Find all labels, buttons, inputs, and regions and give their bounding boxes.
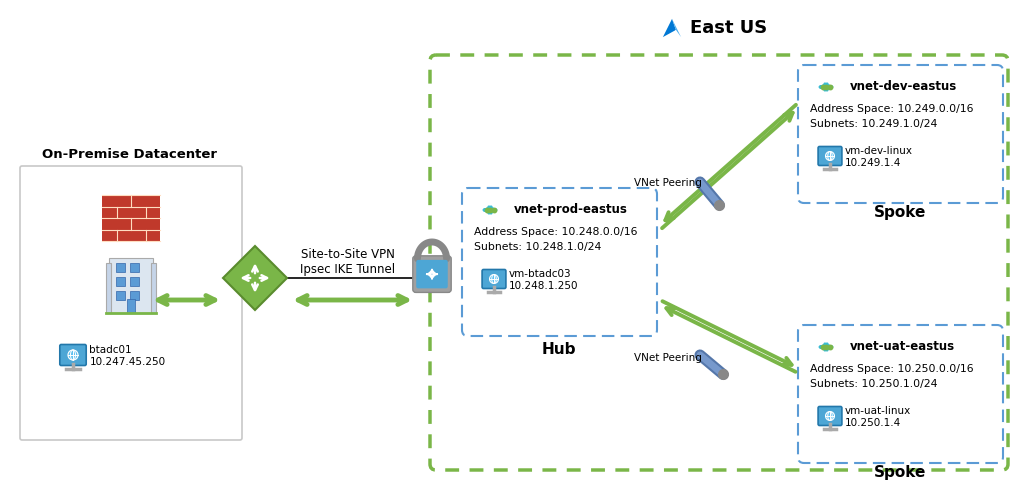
Text: On-Premise Datacenter: On-Premise Datacenter	[43, 148, 217, 162]
Bar	[130, 290, 139, 300]
Polygon shape	[672, 19, 681, 37]
Text: 10.249.1.4: 10.249.1.4	[845, 158, 901, 168]
Text: Subnets: 10.250.1.0/24: Subnets: 10.250.1.0/24	[810, 379, 938, 389]
Text: vm-dev-linux: vm-dev-linux	[845, 146, 912, 156]
Text: 10.250.1.4: 10.250.1.4	[845, 418, 901, 428]
Text: Address Space: 10.249.0.0/16: Address Space: 10.249.0.0/16	[810, 104, 974, 114]
Polygon shape	[223, 246, 287, 310]
Bar	[116, 263, 125, 271]
Text: 10.247.45.250: 10.247.45.250	[89, 357, 166, 367]
Text: Subnets: 10.249.1.0/24: Subnets: 10.249.1.0/24	[810, 119, 937, 129]
Text: VNet Peering: VNet Peering	[634, 178, 701, 188]
Bar	[116, 290, 125, 300]
Text: vnet-dev-eastus: vnet-dev-eastus	[850, 81, 957, 94]
Polygon shape	[671, 30, 679, 37]
Text: Address Space: 10.250.0.0/16: Address Space: 10.250.0.0/16	[810, 364, 974, 374]
Circle shape	[825, 151, 835, 161]
FancyBboxPatch shape	[818, 407, 842, 426]
FancyBboxPatch shape	[482, 269, 506, 288]
Text: Ipsec IKE Tunnel: Ipsec IKE Tunnel	[300, 264, 395, 277]
Text: Spoke: Spoke	[873, 204, 926, 220]
Bar	[151, 263, 156, 312]
FancyBboxPatch shape	[413, 256, 452, 292]
FancyBboxPatch shape	[416, 260, 447, 288]
Bar	[106, 263, 111, 312]
Text: Spoke: Spoke	[873, 465, 926, 480]
Text: vm-btadc03: vm-btadc03	[509, 269, 571, 279]
Text: vnet-uat-eastus: vnet-uat-eastus	[850, 341, 955, 353]
Bar	[130, 263, 139, 271]
Circle shape	[68, 350, 78, 360]
Text: vnet-prod-eastus: vnet-prod-eastus	[514, 203, 628, 217]
Bar	[102, 195, 160, 241]
Text: VNet Peering: VNet Peering	[634, 353, 701, 363]
Text: btadc01: btadc01	[89, 345, 132, 355]
FancyBboxPatch shape	[20, 166, 242, 440]
Circle shape	[489, 275, 499, 284]
Polygon shape	[663, 19, 676, 37]
Bar	[116, 277, 125, 285]
Text: Address Space: 10.248.0.0/16: Address Space: 10.248.0.0/16	[474, 227, 638, 237]
Text: Hub: Hub	[542, 343, 577, 358]
Text: 10.248.1.250: 10.248.1.250	[509, 281, 579, 291]
FancyBboxPatch shape	[59, 345, 86, 366]
Bar	[109, 258, 153, 312]
Text: vm-uat-linux: vm-uat-linux	[845, 406, 910, 416]
Text: East US: East US	[690, 19, 767, 37]
Bar	[127, 299, 135, 312]
Text: Subnets: 10.248.1.0/24: Subnets: 10.248.1.0/24	[474, 242, 601, 252]
Text: Site-to-Site VPN: Site-to-Site VPN	[301, 248, 395, 262]
Bar	[130, 277, 139, 285]
Circle shape	[825, 411, 835, 421]
FancyBboxPatch shape	[818, 146, 842, 165]
